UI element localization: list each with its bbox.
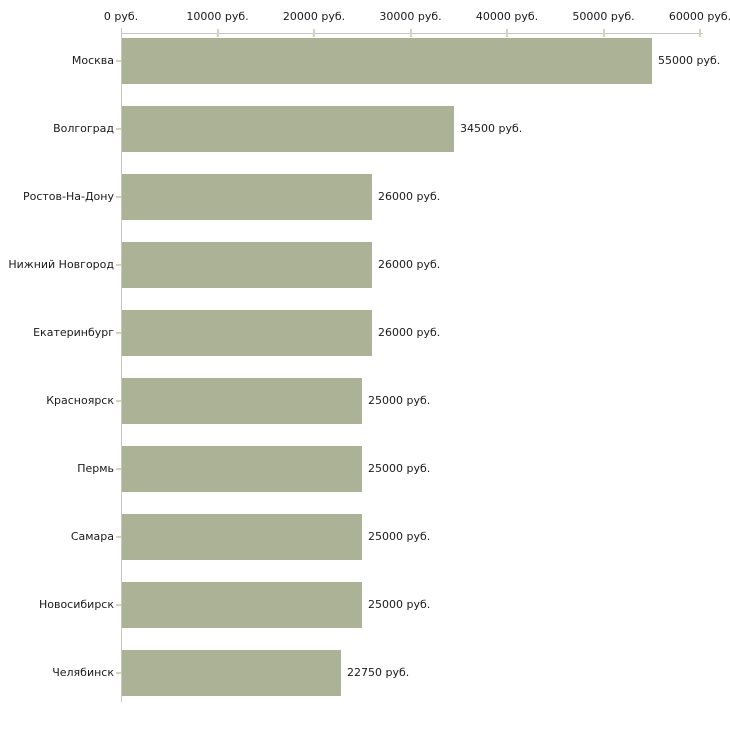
y-axis-tick-mark bbox=[116, 672, 121, 674]
bar bbox=[122, 514, 362, 560]
y-axis-tick-mark bbox=[116, 400, 121, 402]
category-label: Самара bbox=[70, 530, 114, 543]
bar-value-label: 22750 руб. bbox=[347, 666, 410, 679]
x-axis-tick-label: 0 руб. bbox=[103, 10, 139, 23]
bar bbox=[122, 310, 372, 356]
x-axis-tick-label: 30000 руб. bbox=[379, 10, 442, 23]
bar bbox=[122, 650, 341, 696]
y-axis-tick-mark bbox=[116, 60, 121, 62]
x-axis-tick-mark bbox=[602, 29, 605, 37]
y-axis-tick-mark bbox=[116, 332, 121, 334]
bar-value-label: 26000 руб. bbox=[378, 326, 441, 339]
bar-value-label: 25000 руб. bbox=[368, 530, 431, 543]
category-label: Пермь bbox=[77, 462, 114, 475]
bar bbox=[122, 446, 362, 492]
category-label: Москва bbox=[71, 54, 114, 67]
y-axis-tick-mark bbox=[116, 604, 121, 606]
bar-value-label: 25000 руб. bbox=[368, 462, 431, 475]
y-axis-tick-mark bbox=[116, 196, 121, 198]
bar-value-label: 34500 руб. bbox=[460, 122, 523, 135]
y-axis-line bbox=[121, 28, 122, 702]
bar bbox=[122, 174, 372, 220]
x-axis-tick-label: 50000 руб. bbox=[572, 10, 635, 23]
y-axis-tick-mark bbox=[116, 468, 121, 470]
bar bbox=[122, 38, 652, 84]
x-axis-tick-mark bbox=[313, 29, 315, 37]
bar bbox=[122, 242, 372, 288]
bar-value-label: 55000 руб. bbox=[658, 54, 721, 67]
x-axis-tick-label: 40000 руб. bbox=[475, 10, 539, 23]
category-label: Волгоград bbox=[53, 122, 114, 135]
bar bbox=[122, 582, 362, 628]
category-label: Новосибирск bbox=[38, 598, 114, 611]
y-axis-tick-mark bbox=[116, 264, 121, 266]
bar-value-label: 26000 руб. bbox=[378, 258, 441, 271]
bar-value-label: 26000 руб. bbox=[378, 190, 441, 203]
y-axis-tick-mark bbox=[116, 536, 121, 538]
x-axis-tick-label: 60000 руб. bbox=[668, 10, 730, 23]
x-axis-tick-mark bbox=[216, 29, 219, 37]
x-axis-line bbox=[121, 33, 703, 34]
bar-value-label: 25000 руб. bbox=[368, 598, 431, 611]
x-axis-tick-mark bbox=[506, 29, 508, 37]
y-axis-tick-mark bbox=[116, 128, 121, 130]
x-axis-tick-mark bbox=[409, 29, 412, 37]
x-axis-tick-label: 20000 руб. bbox=[282, 10, 346, 23]
x-axis-tick-label: 10000 руб. bbox=[186, 10, 249, 23]
bar bbox=[122, 106, 454, 152]
bar-value-label: 25000 руб. bbox=[368, 394, 431, 407]
bar bbox=[122, 378, 362, 424]
category-label: Екатеринбург bbox=[33, 326, 114, 339]
category-label: Нижний Новгород bbox=[8, 258, 114, 271]
category-label: Красноярск bbox=[46, 394, 114, 407]
x-axis-tick-mark bbox=[699, 29, 701, 37]
category-label: Челябинск bbox=[52, 666, 114, 679]
category-label: Ростов-На-Дону bbox=[22, 190, 114, 203]
